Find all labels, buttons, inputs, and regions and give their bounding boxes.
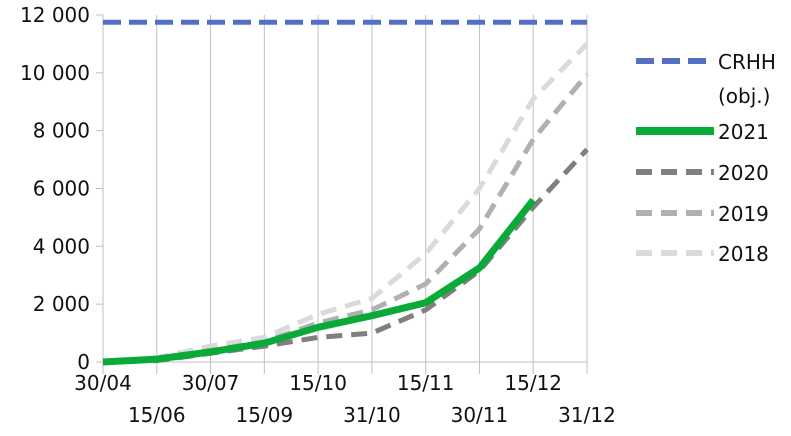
x-tick-label: 15/06: [128, 403, 186, 427]
y-tick-label: 8 000: [33, 119, 90, 143]
legend-label: 2018: [718, 242, 769, 266]
x-tick-label: 30/07: [182, 371, 240, 395]
x-tick-label: 30/04: [74, 371, 132, 395]
y-tick-label: 12 000: [20, 3, 90, 27]
legend-label: (obj.): [718, 84, 770, 108]
y-tick-label: 4 000: [33, 234, 90, 258]
x-tick-label: 30/11: [451, 403, 509, 427]
series-line-2021: [102, 197, 536, 366]
series-lines: [102, 19, 589, 366]
x-tick-label: 15/12: [504, 371, 562, 395]
tick-labels: 0 2 000 4 000 6 000 8 000 10 000 12 000 30/04 15…: [20, 3, 616, 427]
y-tick-label: 2 000: [33, 292, 90, 316]
legend-label: 2019: [718, 202, 769, 226]
axes: [96, 14, 587, 374]
series-line-2018: [102, 42, 589, 365]
x-tick-label: 31/12: [558, 403, 616, 427]
y-tick-label: 6 000: [33, 177, 90, 201]
x-tick-label: 15/10: [289, 371, 347, 395]
y-tick-label: 10 000: [20, 61, 90, 85]
series-line-2020: [102, 147, 589, 365]
x-tick-label: 15/09: [236, 403, 294, 427]
x-tick-label: 15/11: [397, 371, 455, 395]
legend-label: 2020: [718, 161, 769, 185]
legend-label: 2021: [718, 120, 769, 144]
legend: CRHH (obj.) 2021 2020 2019 2018: [636, 50, 776, 266]
gridlines: [156, 15, 588, 374]
x-tick-label: 31/10: [343, 403, 401, 427]
y-tick-label: 0: [77, 350, 90, 374]
legend-label: CRHH: [718, 50, 776, 74]
